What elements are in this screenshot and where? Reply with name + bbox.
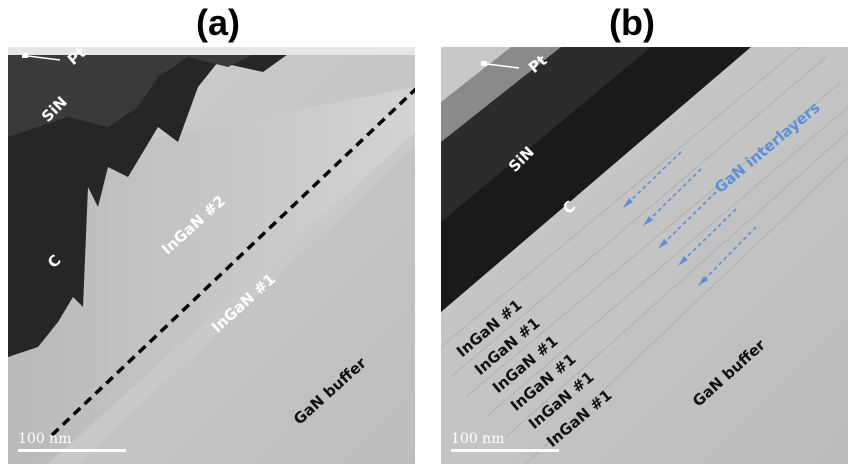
- tem-image-a: Pt SiN C InGaN #2 InGaN #1 GaN buffer 10…: [8, 47, 415, 464]
- scale-bar-b: [451, 449, 559, 452]
- tem-image-a-graphic: [8, 47, 415, 464]
- tem-image-b-graphic: [441, 47, 848, 464]
- panel-a-title: (a): [196, 2, 240, 43]
- scale-text-a: 100 nm: [18, 431, 72, 447]
- scale-bar-a: [18, 449, 126, 452]
- scale-text-b: 100 nm: [451, 431, 505, 447]
- tem-image-b: Pt SiN C GaN interlayers InGaN #1 InGaN …: [441, 47, 848, 464]
- panel-b-title: (b): [609, 2, 655, 43]
